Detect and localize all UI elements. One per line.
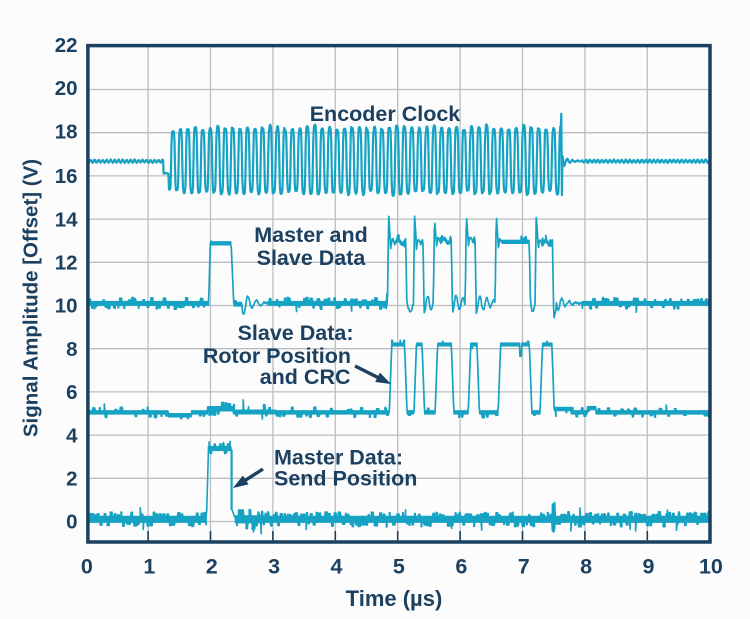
svg-text:10: 10 bbox=[55, 295, 78, 318]
svg-text:Send Position: Send Position bbox=[274, 467, 417, 491]
svg-text:18: 18 bbox=[55, 120, 78, 143]
svg-text:and CRC: and CRC bbox=[260, 365, 351, 389]
svg-text:8: 8 bbox=[580, 555, 592, 579]
svg-text:2: 2 bbox=[66, 468, 77, 491]
svg-text:20: 20 bbox=[55, 77, 78, 100]
svg-text:Encoder Clock: Encoder Clock bbox=[310, 102, 461, 126]
svg-text:14: 14 bbox=[55, 208, 78, 231]
svg-text:1: 1 bbox=[143, 555, 155, 579]
svg-text:22: 22 bbox=[55, 34, 78, 57]
svg-text:7: 7 bbox=[518, 555, 530, 579]
svg-text:Master and: Master and bbox=[254, 223, 368, 247]
svg-text:6: 6 bbox=[455, 555, 467, 579]
svg-text:2: 2 bbox=[206, 555, 218, 579]
svg-text:Master Data:: Master Data: bbox=[274, 446, 403, 470]
svg-text:Slave Data: Slave Data bbox=[257, 246, 367, 270]
svg-text:Slave Data:: Slave Data: bbox=[238, 321, 354, 345]
svg-text:Time (µs): Time (µs) bbox=[346, 586, 443, 611]
svg-text:4: 4 bbox=[331, 555, 343, 579]
svg-text:Signal Amplitude [Offset] (V): Signal Amplitude [Offset] (V) bbox=[20, 159, 43, 437]
svg-text:0: 0 bbox=[81, 555, 93, 579]
svg-text:8: 8 bbox=[66, 338, 77, 361]
svg-text:9: 9 bbox=[643, 555, 655, 579]
svg-text:6: 6 bbox=[66, 381, 77, 404]
svg-text:10: 10 bbox=[699, 555, 723, 579]
svg-text:4: 4 bbox=[66, 424, 78, 447]
svg-text:Rotor Position: Rotor Position bbox=[203, 344, 351, 368]
svg-text:12: 12 bbox=[55, 252, 78, 275]
svg-text:5: 5 bbox=[393, 555, 405, 579]
svg-text:3: 3 bbox=[268, 555, 280, 579]
svg-text:16: 16 bbox=[55, 165, 78, 188]
svg-text:0: 0 bbox=[66, 511, 77, 534]
